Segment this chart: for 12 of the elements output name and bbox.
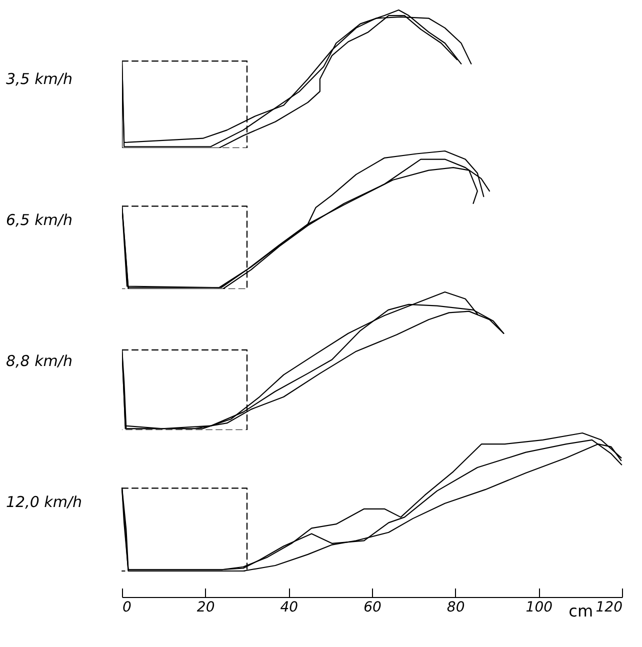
- x-tick-label: 120: [596, 600, 623, 616]
- x-tick-label: 60: [364, 600, 382, 616]
- text: 8,8 km/h: [5, 351, 74, 370]
- x-tick-label: 0: [122, 600, 132, 616]
- x-tick-label: 100: [526, 600, 553, 616]
- x-axis-title: cm: [568, 602, 594, 620]
- x-tick-label: 40: [280, 600, 298, 616]
- text: 12,0 km/h: [5, 492, 84, 511]
- text: 6,5 km/h: [5, 210, 74, 229]
- x-tick-label: 80: [446, 600, 465, 616]
- x-tick-label: 20: [196, 600, 215, 616]
- text: 3,5 km/h: [5, 69, 74, 88]
